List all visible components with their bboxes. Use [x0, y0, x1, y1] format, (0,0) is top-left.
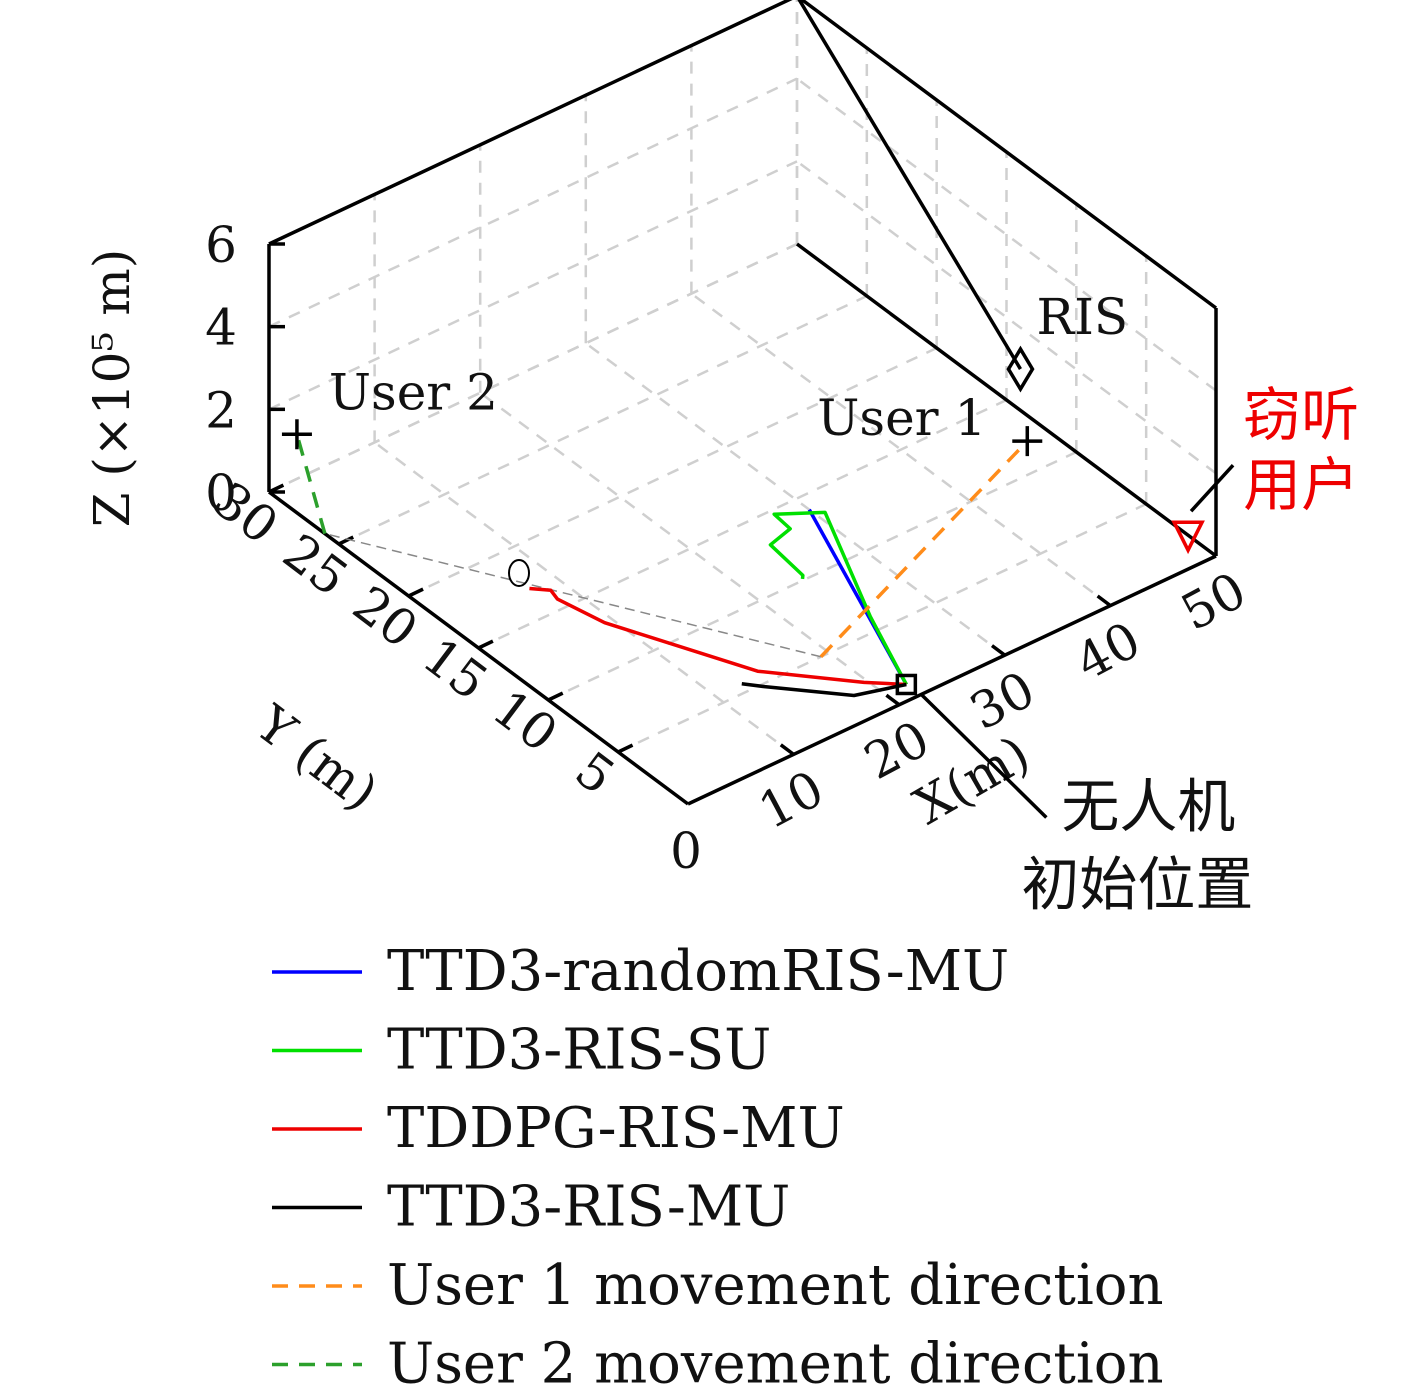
tick-marks: [268, 242, 1112, 756]
series-lines: [295, 0, 1029, 698]
y-tick-mark: [547, 691, 564, 702]
axis-box-edge: [687, 554, 1217, 806]
y-tick-label: 10: [482, 679, 568, 764]
y-tick-mark: [407, 587, 424, 598]
legend: TTD3-randomRIS-MU TTD3-RIS-SU TDDPG-RIS-MU…: [272, 939, 1164, 1397]
reference-line: [324, 532, 822, 658]
annotation-eavesdropper-line-2: 用户: [1243, 451, 1359, 519]
gridline-floor-y: [408, 346, 938, 598]
gridline-wall-z: [268, 160, 798, 411]
x-tick-mark: [885, 693, 901, 707]
annotation-user-2: User 2: [329, 363, 498, 421]
series-line-tddpg-ris-mu: [529, 586, 907, 687]
y-tick-mark: [338, 535, 354, 546]
z-tick-label: 6: [205, 216, 237, 274]
annotation-uav-start-line-2: 初始位置: [1021, 850, 1253, 918]
z-tick-label: 0: [205, 464, 237, 522]
x-tick-label: 50: [1172, 561, 1255, 642]
z-tick-label: 2: [205, 381, 237, 439]
annotation-eavesdropper-line-1: 窃听: [1243, 381, 1359, 449]
gridline-floor-y: [617, 502, 1147, 754]
legend-label: TTD3-RIS-SU: [387, 1018, 771, 1083]
y-tick-label: 15: [412, 627, 498, 712]
annotation-ris: RIS: [1036, 288, 1128, 346]
series-line-ttd3-ris-su: [768, 510, 908, 686]
reference-line: [797, 0, 1022, 370]
y-tick-label: 20: [342, 575, 428, 660]
uav-start-pointer: [920, 693, 1048, 819]
series-line-ttd3-ris-mu: [741, 682, 907, 698]
y-axis-label: Y (m): [245, 694, 389, 822]
x-tick-label: 40: [1066, 611, 1149, 692]
legend-label: TTD3-RIS-MU: [387, 1175, 790, 1240]
y-tick-label: 25: [273, 523, 359, 608]
annotation-user-1: User 1: [817, 389, 986, 447]
marker-circle: [508, 559, 531, 588]
origin-tick-label: 0: [670, 822, 702, 880]
x-tick-mark: [779, 743, 795, 756]
gridline-floor-y: [338, 294, 868, 546]
axis-box-edge: [795, 242, 1218, 558]
z-tick-label: 4: [205, 299, 237, 357]
legend-label: User 2 movement direction: [387, 1332, 1164, 1397]
x-tick-mark: [1096, 594, 1112, 607]
gridline-floor-y: [547, 450, 1077, 702]
y-tick-mark: [617, 743, 634, 754]
z-axis-label: Z (×10⁵ m): [83, 249, 141, 528]
legend-label: TDDPG-RIS-MU: [387, 1096, 845, 1161]
legend-label: TTD3-randomRIS-MU: [387, 939, 1009, 1004]
series-line-user-1-movement-direction: [819, 439, 1029, 658]
annotation-uav-start-line-1: 无人机: [1061, 772, 1235, 840]
gridline-wall-z: [268, 77, 798, 328]
x-tick-label: 10: [750, 759, 833, 840]
axis-box-edge: [799, 0, 1218, 310]
markers: [281, 345, 1205, 696]
axis-box-edge: [268, 0, 793, 246]
legend-label: User 1 movement direction: [387, 1253, 1164, 1318]
marker-square: [895, 673, 918, 696]
y-tick-mark: [477, 639, 494, 650]
gridline-floor-y: [477, 398, 1008, 650]
marker-triangle: [1171, 520, 1205, 555]
eavesdropper-pointer: [1189, 464, 1235, 513]
series-line-user-2-movement-direction: [295, 433, 327, 535]
x-tick-mark: [990, 644, 1006, 657]
gridline-wall-z: [268, 242, 798, 494]
marker-diamond: [1006, 345, 1035, 393]
